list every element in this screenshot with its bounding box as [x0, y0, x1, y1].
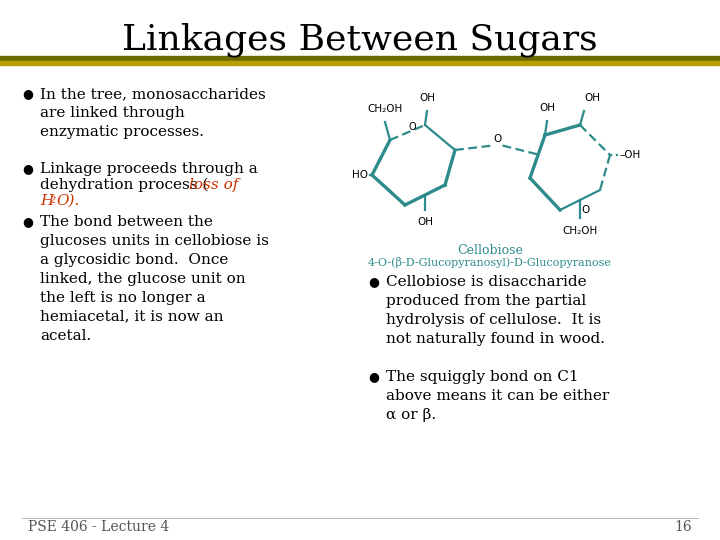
- Text: OH: OH: [539, 103, 555, 113]
- Text: dehydration process (: dehydration process (: [40, 178, 208, 192]
- Text: HO: HO: [352, 170, 368, 180]
- Text: 16: 16: [675, 520, 692, 534]
- Text: ●: ●: [368, 370, 379, 383]
- Text: The squiggly bond on C1
above means it can be either
α or β.: The squiggly bond on C1 above means it c…: [386, 370, 609, 422]
- Text: O).: O).: [56, 194, 79, 208]
- Text: O: O: [581, 205, 589, 215]
- Text: H: H: [40, 194, 53, 208]
- Text: ●: ●: [368, 275, 379, 288]
- Text: Linkage proceeds through a: Linkage proceeds through a: [40, 162, 258, 176]
- Bar: [0, 56, 720, 61]
- Text: OH: OH: [417, 217, 433, 227]
- Text: OH: OH: [419, 93, 435, 103]
- Text: O: O: [493, 134, 502, 145]
- Text: In the tree, monosaccharides
are linked through
enzymatic processes.: In the tree, monosaccharides are linked …: [40, 87, 266, 139]
- Text: Cellobiose is disaccharide
produced from the partial
hydrolysis of cellulose.  I: Cellobiose is disaccharide produced from…: [386, 275, 605, 346]
- Text: ●: ●: [22, 87, 33, 100]
- Text: 2: 2: [49, 196, 55, 205]
- Text: 4-O-(β-D-Glucopyranosyl)-D-Glucopyranose: 4-O-(β-D-Glucopyranosyl)-D-Glucopyranose: [368, 257, 612, 268]
- Text: ●: ●: [22, 215, 33, 228]
- Text: CH₂OH: CH₂OH: [367, 104, 402, 114]
- Text: ●: ●: [22, 162, 33, 175]
- Text: –OH: –OH: [620, 150, 642, 160]
- Text: Cellobiose: Cellobiose: [457, 244, 523, 257]
- Text: loss of: loss of: [189, 178, 238, 192]
- Text: Linkages Between Sugars: Linkages Between Sugars: [122, 23, 598, 57]
- Text: O: O: [409, 123, 416, 132]
- Bar: [0, 61, 720, 65]
- Text: PSE 406 - Lecture 4: PSE 406 - Lecture 4: [28, 520, 169, 534]
- Text: CH₂OH: CH₂OH: [562, 226, 598, 236]
- Text: OH: OH: [584, 93, 600, 103]
- Text: The bond between the
glucoses units in cellobiose is
a glycosidic bond.  Once
li: The bond between the glucoses units in c…: [40, 215, 269, 343]
